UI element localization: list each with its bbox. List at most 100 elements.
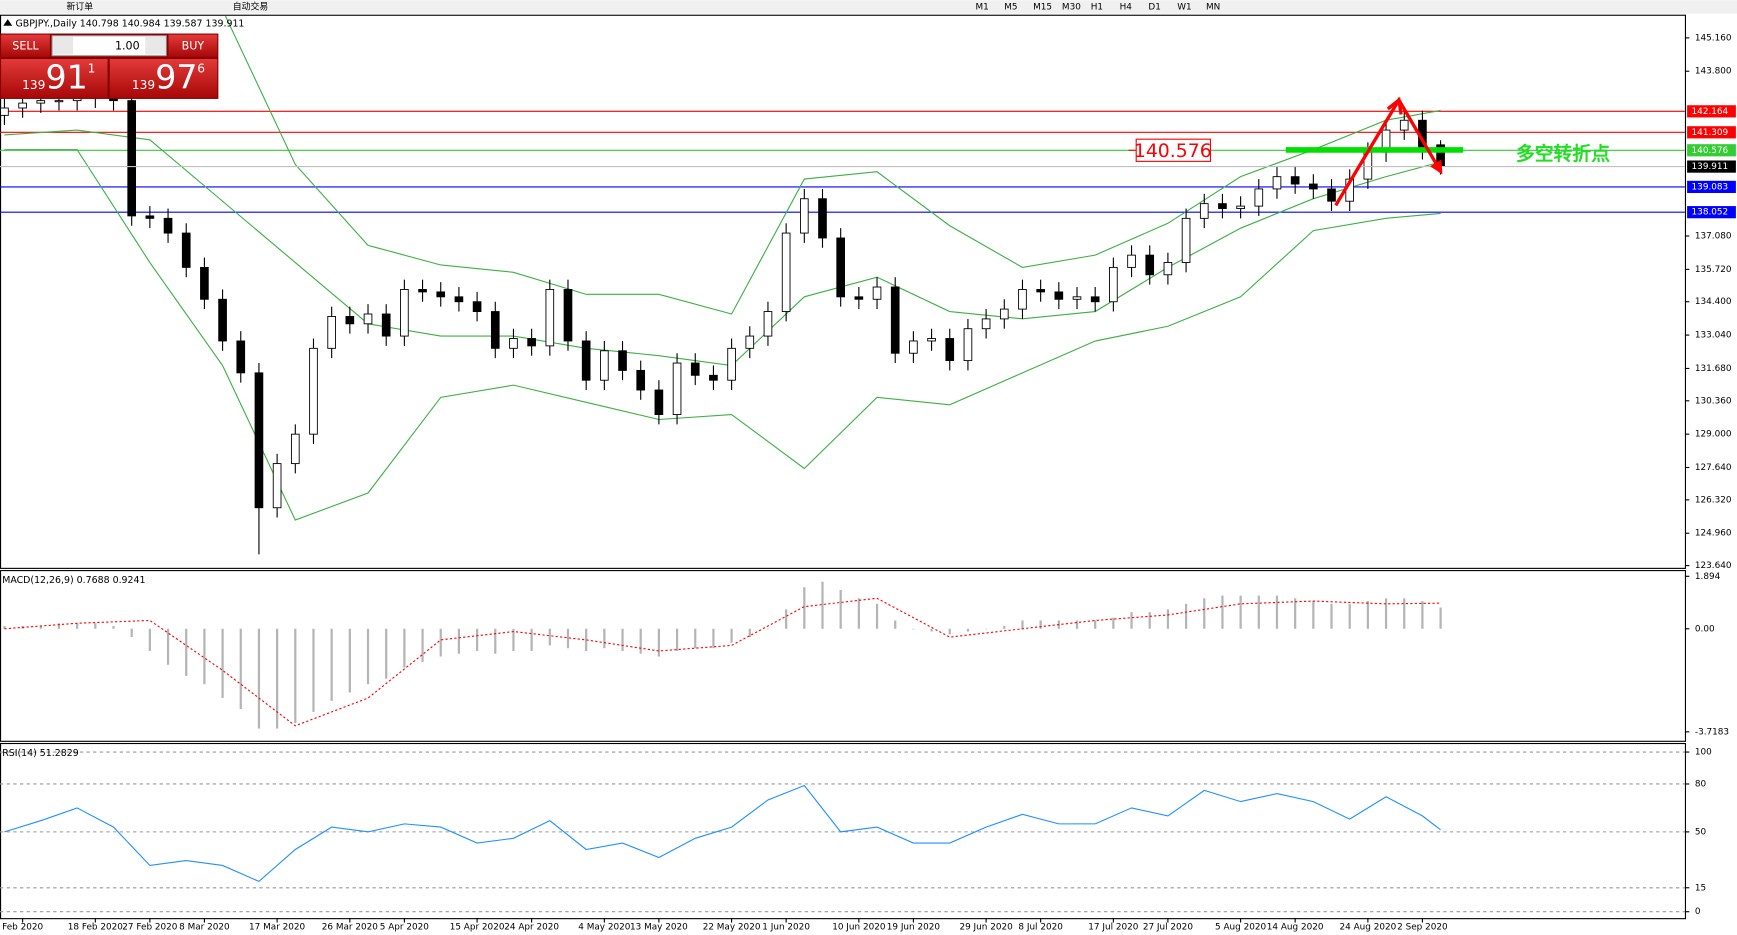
candle-body: [872, 286, 882, 300]
candle-body: [327, 316, 336, 349]
macd-bar: [203, 628, 206, 685]
macd-bar: [366, 628, 370, 685]
timeframe-button[interactable]: H1: [1091, 2, 1103, 12]
macd-bar: [730, 628, 733, 643]
timeframe-button[interactable]: M30: [1062, 2, 1081, 12]
main-panel-frame: [0, 14, 1687, 569]
candle-body: [18, 102, 27, 109]
timeframe-button[interactable]: MN: [1206, 2, 1220, 12]
macd-bar: [76, 623, 79, 629]
candle-body: [1072, 296, 1082, 300]
price-level-label: 141.309: [1692, 128, 1729, 138]
macd-bar: [1003, 626, 1006, 629]
sell-label[interactable]: SELL: [12, 39, 39, 52]
buy-button[interactable]: [168, 34, 218, 57]
macd-bar: [130, 628, 133, 638]
price-level-label: 142.164: [1692, 107, 1729, 117]
macd-bar: [603, 628, 606, 649]
ask-big[interactable]: 97: [155, 57, 197, 96]
bid-sup[interactable]: 1: [88, 61, 96, 75]
signal-value: 0.9241: [113, 575, 146, 586]
lot-down[interactable]: [53, 36, 74, 55]
price-label-box: [1135, 138, 1212, 162]
lot-up[interactable]: [145, 36, 166, 55]
candle-body: [818, 198, 827, 239]
candle-body: [272, 463, 282, 509]
candle-body: [381, 313, 391, 337]
macd-bar: [439, 628, 442, 657]
candle-body: [799, 198, 809, 234]
candle-body: [1163, 262, 1173, 276]
x-tick-label: 24 Aug 2020: [1339, 922, 1396, 932]
timeframe-button[interactable]: M1: [975, 2, 988, 12]
candle-body: [1399, 119, 1409, 131]
toolbar-button[interactable]: 新订单: [67, 0, 94, 12]
candle-body: [927, 338, 936, 342]
y-tick-label: 80: [1695, 779, 1707, 789]
macd-panel-frame: [0, 570, 1687, 742]
candle-body: [54, 100, 64, 103]
toolbar-button[interactable]: 自动交易: [233, 0, 268, 12]
macd-bar: [221, 628, 224, 699]
timeframe-button[interactable]: M15: [1033, 2, 1052, 12]
macd-bar: [821, 581, 824, 629]
y-tick-label: 135.720: [1695, 265, 1732, 275]
macd-bar: [475, 628, 479, 651]
macd-bar: [1294, 598, 1297, 629]
macd-bar: [1275, 595, 1279, 629]
macd-bar: [857, 598, 860, 629]
candle-body: [1127, 254, 1136, 268]
candle-body: [563, 289, 573, 342]
x-tick-label: 24 Apr 2020: [504, 922, 559, 932]
main-plot: [0, 15, 1685, 555]
macd-bar: [948, 628, 951, 635]
macd-bar: [566, 628, 570, 649]
candle-body: [1090, 296, 1100, 303]
macd-bar: [875, 603, 879, 629]
macd-bar: [694, 628, 697, 649]
macd-bar: [1184, 603, 1188, 629]
y-tick-label: 137.080: [1695, 232, 1732, 242]
candle-body: [1254, 188, 1264, 207]
ask-box[interactable]: [109, 59, 218, 98]
timeframe-button[interactable]: H4: [1120, 2, 1133, 12]
bid-prefix[interactable]: 139: [22, 78, 45, 92]
candle-body: [672, 362, 682, 415]
macd-bar: [312, 628, 315, 712]
x-tick-label: 1 Jun 2020: [762, 922, 810, 932]
macd-bar: [148, 628, 151, 651]
timeframe-button[interactable]: W1: [1177, 2, 1191, 12]
toolbar-items: 新订单 自动交易 M1 M5 M15 M30 H1 H4 D1 W1 MN: [67, 0, 1221, 12]
y-tick-label: 100: [1695, 748, 1712, 758]
lot-input[interactable]: [51, 35, 167, 57]
sell-button[interactable]: [1, 34, 50, 57]
macd-bar: [1384, 598, 1388, 629]
buy-label[interactable]: BUY: [182, 39, 205, 52]
candle-body: [745, 335, 755, 349]
timeframe-button[interactable]: D1: [1148, 2, 1160, 12]
candle-body: [636, 369, 646, 391]
rsi-value: 51.2829: [40, 747, 79, 758]
low: 139.587: [164, 18, 203, 29]
candle-body: [509, 338, 518, 349]
macd-bar: [1366, 601, 1369, 629]
macd-bar: [112, 626, 115, 629]
price-level-tag: [1687, 105, 1736, 118]
trade-panel: SELL 1.00 BUY 139 91 1 139 97 6: [0, 33, 219, 99]
ask-prefix[interactable]: 139: [132, 78, 155, 92]
y-tick-label: -3.7183: [1695, 727, 1729, 737]
collapse-icon[interactable]: [3, 19, 13, 26]
high: 140.984: [122, 18, 161, 29]
ask-sup[interactable]: 6: [197, 61, 205, 75]
macd-bar: [675, 628, 679, 651]
macd-bar: [330, 628, 333, 701]
bid-big[interactable]: 91: [45, 57, 87, 96]
y-tick-label: 133.040: [1695, 331, 1732, 341]
x-tick-label: 14 Aug 2020: [1267, 922, 1324, 932]
lot-value[interactable]: 1.00: [115, 39, 140, 52]
timeframe-button[interactable]: M5: [1004, 2, 1017, 12]
bid-box[interactable]: [1, 59, 108, 98]
candle-body: [36, 100, 46, 104]
y-tick-label: 1.894: [1695, 572, 1721, 582]
price-level-tag: [1687, 126, 1736, 139]
